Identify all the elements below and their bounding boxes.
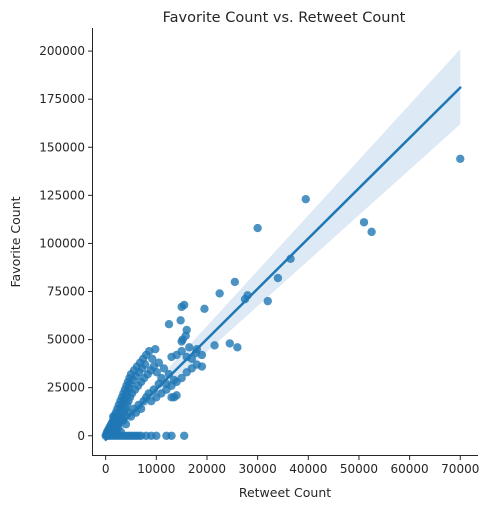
y-tick-label: 200000 (39, 44, 85, 58)
data-point (164, 320, 174, 329)
chart-title: Favorite Count vs. Retweet Count (163, 10, 406, 26)
data-point (177, 346, 186, 356)
data-point (179, 300, 189, 310)
x-tick-label: 70000 (441, 462, 479, 476)
data-point (176, 316, 185, 325)
data-point (154, 358, 164, 367)
data-point (230, 277, 240, 287)
regression-line-group (104, 86, 462, 441)
data-point (215, 289, 224, 298)
y-axis-ticks: 0 25000 50000 75000 100000 125000 150000 175000… (39, 44, 93, 443)
y-tick-label: 0 (77, 429, 85, 443)
data-point (152, 431, 161, 440)
data-point (134, 431, 143, 440)
y-tick-label: 100000 (39, 236, 85, 250)
data-point (301, 194, 310, 204)
x-axis-label: Retweet Count (239, 485, 331, 500)
data-point (197, 362, 207, 371)
data-point (263, 296, 272, 306)
data-point (149, 385, 158, 394)
y-axis-label: Favorite Count (8, 196, 23, 287)
x-tick-label: 10000 (137, 462, 175, 476)
data-point (367, 227, 376, 237)
x-tick-label: 0 (102, 462, 110, 476)
data-point (169, 393, 179, 402)
y-tick-label: 125000 (39, 188, 85, 202)
regression-line (104, 86, 462, 441)
x-axis-ticks: 0 10000 20000 30000 40000 50000 60000 70000 (102, 455, 479, 476)
data-point (225, 339, 234, 348)
data-point (200, 304, 209, 314)
data-point (177, 373, 186, 383)
data-point (109, 412, 118, 421)
data-point (159, 364, 169, 373)
y-tick-label: 75000 (47, 285, 85, 299)
data-point (182, 352, 191, 362)
data-point (233, 343, 242, 352)
data-points (101, 154, 465, 440)
confidence-band (105, 49, 461, 443)
x-tick-label: 40000 (289, 462, 327, 476)
x-tick-label: 30000 (239, 462, 277, 476)
data-point (456, 154, 465, 163)
data-point (273, 273, 283, 283)
x-tick-label: 60000 (391, 462, 429, 476)
data-point (151, 345, 160, 354)
data-point (253, 223, 262, 233)
data-point (179, 431, 189, 440)
x-tick-label: 20000 (188, 462, 226, 476)
y-tick-label: 50000 (47, 333, 85, 347)
data-point (152, 368, 162, 377)
data-point (140, 360, 150, 369)
y-tick-label: 25000 (47, 381, 85, 395)
data-point (148, 354, 157, 364)
data-point (177, 337, 186, 346)
y-tick-label: 150000 (39, 140, 85, 154)
data-point (167, 431, 176, 440)
x-tick-label: 50000 (340, 462, 378, 476)
data-point (359, 218, 369, 227)
data-point (210, 341, 219, 350)
y-tick-label: 175000 (39, 92, 85, 106)
data-point (185, 343, 194, 352)
confidence-band-area (105, 49, 461, 443)
